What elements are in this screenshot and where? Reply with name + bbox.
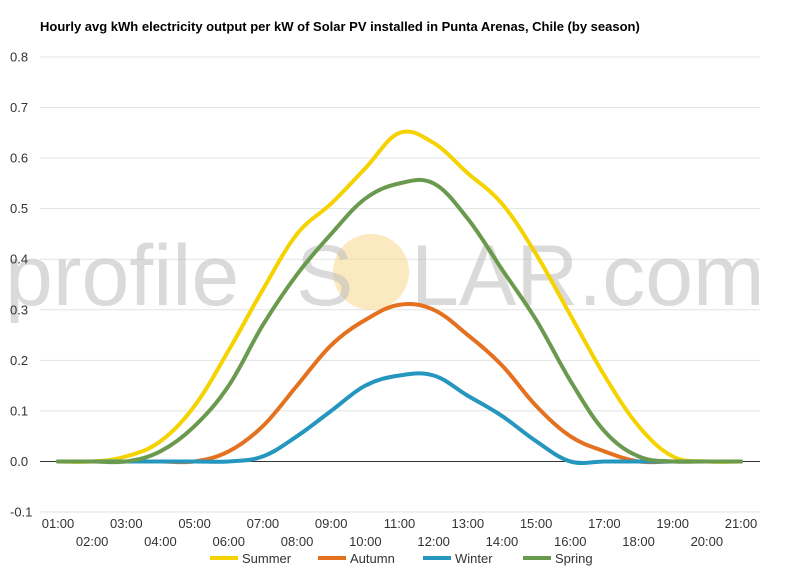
x-tick-label: 10:00 <box>349 534 382 549</box>
series-line-spring <box>56 177 743 465</box>
y-tick-label: 0.7 <box>10 100 28 115</box>
watermark-sun <box>333 234 409 310</box>
y-tick-label: 0.1 <box>10 403 28 418</box>
y-tick-label: 0.0 <box>10 454 28 469</box>
x-tick-label: 05:00 <box>178 516 211 531</box>
x-tick-label: 04:00 <box>144 534 177 549</box>
legend-label-summer: Summer <box>242 551 292 566</box>
y-tick-label: 0.8 <box>10 50 28 65</box>
legend: Summer Autumn Winter Spring <box>210 551 593 566</box>
x-tick-label: 09:00 <box>315 516 348 531</box>
x-tick-label: 03:00 <box>110 516 143 531</box>
x-tick-label: 06:00 <box>212 534 245 549</box>
x-tick-label: 11:00 <box>384 516 416 531</box>
y-tick-label: 0.5 <box>10 201 28 216</box>
legend-label-winter: Winter <box>455 551 493 566</box>
legend-label-autumn: Autumn <box>350 551 395 566</box>
watermark: profile S LAR.com <box>5 228 765 324</box>
watermark-text-right: LAR.com <box>411 228 765 324</box>
x-tick-label: 08:00 <box>281 534 314 549</box>
x-tick-label: 02:00 <box>76 534 109 549</box>
x-tick-label: 12:00 <box>417 534 450 549</box>
x-tick-label: 18:00 <box>622 534 655 549</box>
x-tick-label: 21:00 <box>725 516 758 531</box>
series-line-autumn <box>56 301 743 465</box>
series-line-summer <box>56 129 743 464</box>
watermark-text-left: profile <box>5 228 239 324</box>
x-tick-label: 14:00 <box>486 534 519 549</box>
x-axis-ticks: 01:0002:0003:0004:0005:0006:0007:0008:00… <box>42 516 758 549</box>
x-tick-label: 15:00 <box>520 516 553 531</box>
y-tick-label: 0.3 <box>10 302 28 317</box>
series-line-winter <box>56 371 743 466</box>
y-tick-label: 0.2 <box>10 353 28 368</box>
x-tick-label: 19:00 <box>656 516 689 531</box>
y-tick-label: 0.6 <box>10 151 28 166</box>
x-tick-label: 07:00 <box>247 516 280 531</box>
series-lines <box>56 129 743 466</box>
x-tick-label: 20:00 <box>691 534 724 549</box>
y-tick-label: 0.4 <box>10 252 28 267</box>
x-tick-label: 17:00 <box>588 516 621 531</box>
legend-label-spring: Spring <box>555 551 593 566</box>
chart-title: Hourly avg kWh electricity output per kW… <box>40 19 640 34</box>
x-tick-label: 13:00 <box>452 516 485 531</box>
y-axis-ticks: -0.1 0.0 0.1 0.2 0.3 0.4 0.5 0.6 0.7 0.8 <box>10 50 32 520</box>
x-tick-label: 16:00 <box>554 534 587 549</box>
y-tick-label: -0.1 <box>10 505 32 520</box>
x-tick-label: 01:00 <box>42 516 75 531</box>
